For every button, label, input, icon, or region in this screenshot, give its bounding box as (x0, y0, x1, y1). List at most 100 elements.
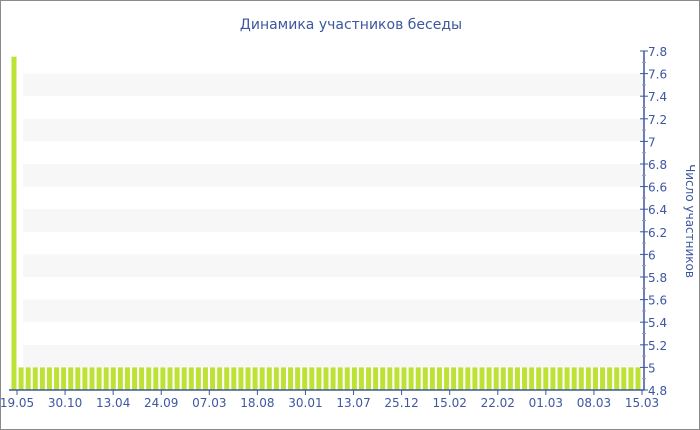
bar (628, 367, 634, 390)
bar (75, 367, 81, 390)
y-tick-label: 5.6 (648, 294, 667, 308)
bar (493, 367, 499, 390)
y-tick-label: 7.2 (648, 113, 667, 127)
bar (302, 367, 308, 390)
bar (309, 367, 315, 390)
x-tick-label: 19.05 (1, 396, 34, 410)
bar (61, 367, 67, 390)
bar (25, 367, 31, 390)
y-tick-label: 6 (648, 248, 656, 262)
x-tick-label: 22.02 (481, 396, 515, 410)
grid-band (23, 73, 644, 97)
grid-band (23, 299, 644, 323)
bar (373, 367, 379, 390)
x-tick-label: 13.04 (96, 396, 130, 410)
x-tick-label: 01.03 (529, 396, 563, 410)
x-tick-label: 07.03 (192, 396, 226, 410)
bar (422, 367, 428, 390)
y-tick-label: 7.6 (648, 68, 667, 82)
bar (507, 367, 513, 390)
bar (195, 367, 201, 390)
y-tick-label: 7 (648, 135, 656, 149)
bar (39, 367, 45, 390)
bar (167, 367, 173, 390)
x-tick-label: 15.02 (433, 396, 467, 410)
x-tick-label: 08.03 (577, 396, 611, 410)
y-tick-label: 6.8 (648, 158, 667, 172)
bar (444, 367, 450, 390)
bar (323, 367, 329, 390)
bar (124, 367, 130, 390)
bar (316, 367, 322, 390)
bar (514, 367, 520, 390)
bar (451, 367, 457, 390)
bar (288, 367, 294, 390)
bar (18, 367, 24, 390)
bar (472, 367, 478, 390)
x-tick-label: 30.01 (288, 396, 322, 410)
bar (245, 367, 251, 390)
bar (54, 367, 60, 390)
grid-band (23, 164, 644, 187)
bar (415, 367, 421, 390)
bar (82, 367, 88, 390)
bar (387, 367, 393, 390)
y-tick-label: 5 (648, 361, 656, 375)
grid-band (23, 254, 644, 277)
bar (429, 367, 435, 390)
bar (600, 367, 606, 390)
bar (557, 367, 563, 390)
y-tick-label: 5.8 (648, 271, 667, 285)
bar (139, 367, 145, 390)
bar (337, 367, 343, 390)
bar (11, 56, 17, 391)
bar (174, 367, 180, 390)
bar (146, 367, 152, 390)
bar (210, 367, 216, 390)
bar (380, 367, 386, 390)
bar (46, 367, 52, 390)
bar (280, 367, 286, 390)
grid-band (23, 209, 644, 232)
bar (486, 367, 492, 390)
bar (571, 367, 577, 390)
x-tick-label: 25.12 (384, 396, 418, 410)
bar (500, 367, 506, 390)
bar (479, 367, 485, 390)
bar (96, 367, 102, 390)
bar (103, 367, 109, 390)
x-tick-label: 24.09 (144, 396, 178, 410)
bar (592, 367, 598, 390)
bar (181, 367, 187, 390)
bar (295, 367, 301, 390)
x-tick-label: 18.08 (240, 396, 274, 410)
bar (635, 367, 641, 390)
y-tick-label: 6.2 (648, 226, 667, 240)
bar (621, 367, 627, 390)
bar (394, 367, 400, 390)
bar (408, 367, 414, 390)
y-axis-label: Число участников (683, 164, 697, 278)
bar (132, 367, 138, 390)
bar (238, 367, 244, 390)
bar (110, 367, 116, 390)
bar (529, 367, 535, 390)
bar (231, 367, 237, 390)
y-tick-label: 5.2 (648, 339, 667, 353)
bar (273, 367, 279, 390)
bar (351, 367, 357, 390)
bar (401, 367, 407, 390)
bar (330, 367, 336, 390)
bar (153, 367, 159, 390)
x-tick-label: 13.07 (336, 396, 370, 410)
bar (366, 367, 372, 390)
bar (550, 367, 556, 390)
bar (522, 367, 528, 390)
bar (117, 367, 123, 390)
bar (202, 367, 208, 390)
y-tick-label: 4.8 (648, 384, 667, 398)
bar (68, 367, 74, 390)
bar (266, 367, 272, 390)
y-tick-label: 5.4 (648, 316, 667, 330)
